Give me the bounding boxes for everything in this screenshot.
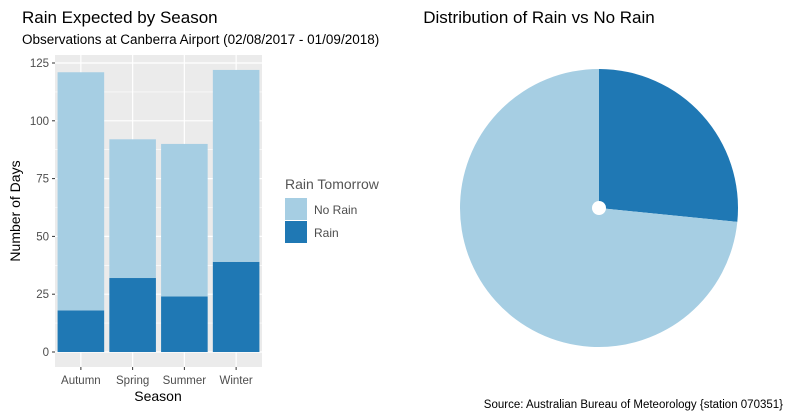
source-caption: Source: Australian Bureau of Meteorology… xyxy=(484,399,783,411)
bar-rain-autumn xyxy=(57,310,105,352)
bar-chart-x-ticks: Autumn Spring Summer Winter xyxy=(61,367,253,387)
pie-chart-title: Distribution of Rain vs No Rain xyxy=(423,8,654,27)
y-tick-label: 100 xyxy=(30,116,49,128)
y-tick-label: 125 xyxy=(30,58,49,70)
y-tick-label: 50 xyxy=(36,231,49,243)
legend-swatch-rain xyxy=(285,221,307,243)
bar-rain-summer xyxy=(161,296,208,352)
x-tick-label: Summer xyxy=(163,375,207,387)
bar-no-rain-spring xyxy=(109,139,156,279)
legend-title: Rain Tomorrow xyxy=(285,176,380,192)
legend-label-rain: Rain xyxy=(314,226,339,240)
y-axis-label: Number of Days xyxy=(7,160,23,261)
y-tick-label: 25 xyxy=(36,289,49,301)
x-tick-label: Spring xyxy=(116,375,149,387)
legend-swatch-no-rain xyxy=(285,198,307,220)
bar-no-rain-autumn xyxy=(57,72,105,311)
bar-rain-winter xyxy=(212,261,260,352)
legend: Rain Tomorrow No Rain Rain xyxy=(285,176,380,243)
x-axis-label: Season xyxy=(134,388,181,404)
bar-no-rain-winter xyxy=(212,69,260,262)
bar-chart-bars xyxy=(57,69,260,352)
bar-no-rain-summer xyxy=(161,143,208,297)
legend-label-no-rain: No Rain xyxy=(314,203,357,217)
x-tick-label: Autumn xyxy=(61,375,101,387)
pie-chart xyxy=(459,69,738,347)
bar-chart-y-ticks: 0 25 50 75 100 125 xyxy=(30,58,55,359)
y-tick-label: 0 xyxy=(43,347,49,359)
bar-rain-spring xyxy=(109,278,156,352)
bar-chart-subtitle: Observations at Canberra Airport (02/08/… xyxy=(22,32,379,47)
y-tick-label: 75 xyxy=(36,174,49,186)
pie-slice-rain xyxy=(599,69,738,222)
x-tick-label: Winter xyxy=(220,375,253,387)
pie-center-dot xyxy=(592,201,606,215)
bar-chart-title: Rain Expected by Season xyxy=(22,8,218,27)
